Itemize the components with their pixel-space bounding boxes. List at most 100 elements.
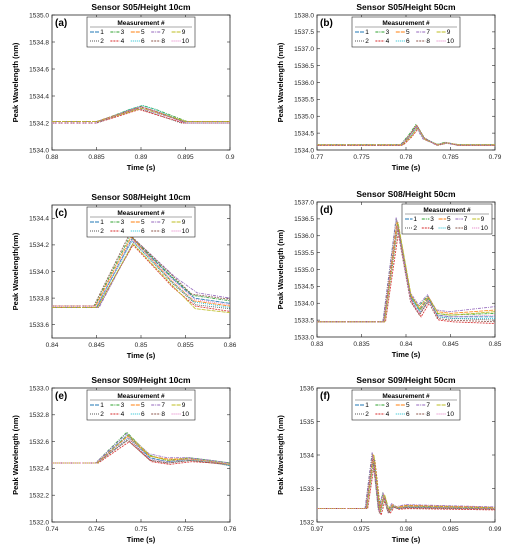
- x-tick-label: 0.79: [489, 154, 502, 161]
- series-line-8: [317, 227, 495, 323]
- panel-label: (b): [320, 18, 333, 29]
- series-line-4: [317, 228, 495, 324]
- x-tick-label: 0.845: [442, 341, 459, 348]
- series-line-10: [52, 106, 230, 124]
- legend-label: 4: [121, 411, 125, 418]
- y-tick-label: 1534.8: [29, 39, 49, 46]
- y-tick-label: 1532.2: [29, 493, 49, 500]
- y-tick-label: 1535.0: [29, 12, 49, 19]
- y-tick-label: 1534.4: [29, 93, 49, 100]
- legend: Measurement # 1 2 3 4 5 6 7 8 9 10: [86, 389, 196, 421]
- legend-label: 6: [447, 225, 451, 232]
- y-axis-label: Peak Wavelength(nm): [11, 232, 20, 310]
- series-line-9: [52, 242, 230, 314]
- y-tick-label: 1533: [300, 486, 315, 493]
- x-axis-label: Time (s): [392, 535, 421, 544]
- x-tick-label: 0.75: [135, 526, 148, 533]
- legend-title: Measurement #: [117, 210, 165, 217]
- x-tick-label: 0.885: [88, 154, 105, 161]
- legend-title: Measurement #: [117, 20, 165, 27]
- y-tick-label: 1535.0: [294, 267, 314, 274]
- x-tick-label: 0.895: [177, 154, 194, 161]
- series-group: [52, 233, 230, 314]
- legend-label: 1: [413, 216, 417, 223]
- legend-label: 2: [413, 225, 417, 232]
- legend-label: 10: [182, 228, 190, 235]
- legend: Measurement # 1 2 3 4 5 6 7 8 9 10: [351, 16, 461, 48]
- x-tick-label: 0.835: [353, 341, 370, 348]
- series-line-9: [317, 222, 495, 323]
- legend-label: 10: [182, 411, 190, 418]
- y-tick-label: 1534.0: [294, 301, 314, 308]
- legend-label: 9: [182, 402, 186, 409]
- panel-label: (f): [320, 391, 330, 402]
- legend-label: 8: [426, 411, 430, 418]
- legend-title: Measurement #: [423, 207, 471, 214]
- legend-label: 7: [161, 219, 165, 226]
- panel-label: (e): [55, 391, 67, 402]
- y-tick-label: 1533.5: [294, 317, 314, 324]
- panel-label: (c): [55, 208, 67, 219]
- chart-title: Sensor S08/Height 10cm: [91, 192, 191, 202]
- y-tick-label: 1532.4: [29, 466, 49, 473]
- legend-label: 2: [365, 411, 369, 418]
- y-tick-label: 1534.6: [29, 66, 49, 73]
- x-tick-label: 0.86: [224, 342, 237, 349]
- legend-label: 4: [386, 411, 390, 418]
- x-axis-label: Time (s): [127, 535, 156, 544]
- y-tick-label: 1534.5: [294, 130, 314, 137]
- chart-panel: Sensor S08/Height 50cm (d) Time (s) Peak Wa…: [276, 189, 502, 359]
- legend-label: 3: [430, 216, 434, 223]
- legend-label: 4: [121, 38, 125, 45]
- legend-label: 6: [141, 228, 145, 235]
- x-tick-label: 0.84: [46, 342, 59, 349]
- y-axis-label: Peak Wavelength (nm): [276, 229, 285, 309]
- legend-label: 10: [182, 38, 190, 45]
- legend-label: 4: [386, 38, 390, 45]
- series-group: [52, 105, 230, 124]
- legend-label: 10: [447, 411, 455, 418]
- legend-label: 7: [161, 29, 165, 36]
- legend-box: [401, 203, 493, 235]
- series-line-8: [52, 106, 230, 124]
- legend-label: 2: [100, 228, 104, 235]
- y-tick-label: 1534.4: [29, 216, 49, 223]
- x-tick-label: 0.985: [442, 526, 459, 533]
- y-tick-label: 1533.0: [294, 334, 314, 341]
- chart-title: Sensor S08/Height 50cm: [356, 189, 456, 199]
- y-tick-label: 1532.6: [29, 439, 49, 446]
- x-tick-label: 0.84: [400, 341, 413, 348]
- y-tick-label: 1535.0: [294, 114, 314, 121]
- legend-title: Measurement #: [382, 20, 430, 27]
- series-line-8: [317, 457, 495, 514]
- series-group: [317, 217, 495, 324]
- legend-label: 2: [100, 38, 104, 45]
- y-tick-label: 1535.5: [294, 97, 314, 104]
- legend-label: 9: [182, 219, 186, 226]
- x-tick-label: 0.99: [489, 526, 502, 533]
- y-tick-label: 1532.0: [29, 519, 49, 526]
- legend-label: 8: [464, 225, 468, 232]
- chart-title: Sensor S09/Height 50cm: [356, 375, 456, 385]
- y-axis-label: Peak Wavelength (nm): [11, 415, 20, 495]
- legend-label: 7: [426, 402, 430, 409]
- panel-label: (a): [55, 18, 67, 29]
- y-tick-label: 1536.0: [294, 80, 314, 87]
- chart-title: Sensor S05/Height 10cm: [91, 2, 191, 12]
- chart-panel: Sensor S08/Height 10cm (c) Time (s) Peak Wa…: [11, 192, 237, 360]
- legend-label: 9: [447, 29, 451, 36]
- legend-label: 2: [100, 411, 104, 418]
- legend-label: 3: [386, 29, 390, 36]
- legend-label: 5: [406, 402, 410, 409]
- legend-label: 5: [141, 219, 145, 226]
- y-tick-label: 1536: [300, 385, 315, 392]
- x-tick-label: 0.78: [400, 154, 413, 161]
- y-tick-label: 1533.8: [29, 295, 49, 302]
- legend-label: 8: [161, 38, 165, 45]
- legend-label: 3: [121, 219, 125, 226]
- x-tick-label: 0.9: [225, 154, 234, 161]
- y-tick-label: 1537.0: [294, 46, 314, 53]
- x-tick-label: 0.745: [88, 526, 105, 533]
- y-tick-label: 1534: [300, 452, 315, 459]
- legend: Measurement # 1 2 3 4 5 6 7 8 9 10: [401, 203, 493, 235]
